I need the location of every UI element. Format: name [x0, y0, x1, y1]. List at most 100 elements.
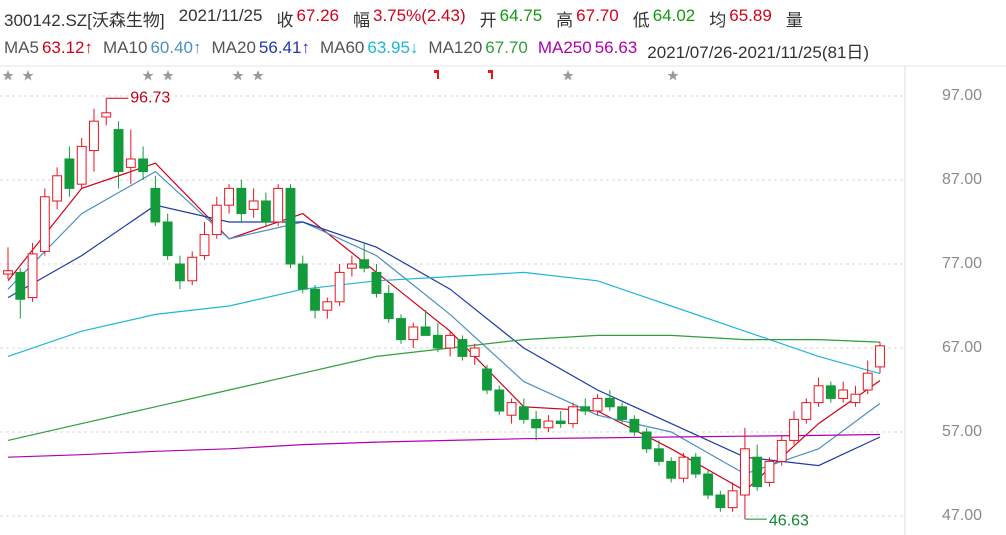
legend-entry: MA20 56.41↑ [211, 38, 309, 63]
candle-body [838, 389, 849, 399]
candle-body [678, 456, 689, 479]
quote-field: 均 65.89 [709, 6, 772, 31]
candle-body [113, 129, 124, 173]
legend-entry: MA10 60.40↑ [103, 38, 201, 63]
y-tick-label: 47.00 [942, 507, 982, 524]
legend-value: 60.40↑ [150, 38, 202, 57]
quote-field: 低 64.02 [633, 6, 696, 31]
stock-code: 300142.SZ[沃森生物] [4, 11, 165, 30]
candle-body [604, 397, 615, 408]
legend-value: 56.41↑ [258, 38, 310, 57]
quote-field: 幅 3.75%(2.43) [353, 6, 466, 31]
candle-body [297, 263, 308, 290]
quote-field-label: 量 [785, 11, 803, 30]
quote-field: 量 [786, 6, 803, 31]
candle-body [850, 393, 861, 404]
candle-body [543, 420, 554, 429]
candle-body [506, 402, 517, 416]
quote-field: 收 67.26 [276, 6, 339, 31]
candle-body [175, 263, 185, 282]
legend-entry: MA250 56.63 [538, 38, 637, 63]
quote-field-label: 高 [556, 11, 574, 30]
candle-body [555, 420, 566, 425]
candle-body [15, 271, 26, 300]
candle-body [371, 271, 382, 294]
candle-body [629, 418, 640, 433]
quote-field-value: 64.02 [652, 6, 696, 25]
candle-body [568, 406, 578, 425]
candle-body [150, 187, 161, 223]
legend-entry: MA120 67.70 [428, 38, 527, 63]
candle-body [322, 301, 333, 311]
candle-body [531, 418, 542, 429]
extreme-label: 96.73 [130, 89, 170, 106]
candle-body [862, 372, 873, 391]
legend-value: 67.70 [485, 38, 528, 57]
candle-body [776, 439, 787, 462]
candle-body [875, 345, 885, 368]
candle-body [715, 494, 726, 509]
candle-body [494, 389, 505, 412]
candle-body [518, 406, 529, 420]
candle-body [482, 368, 492, 391]
y-tick-label: 57.00 [942, 423, 982, 440]
candle-body [273, 187, 284, 223]
candle-body [752, 456, 763, 488]
ma-line [7, 162, 881, 492]
candle-body [727, 490, 738, 509]
event-markers [2, 70, 679, 81]
candle-body [125, 158, 136, 168]
ma-line [7, 204, 881, 467]
candle-body [89, 120, 99, 152]
y-tick-label: 77.00 [942, 255, 982, 272]
candle-body [310, 288, 320, 311]
candle-body [764, 460, 775, 483]
legend-value: 56.63 [594, 38, 638, 57]
quote-field-label: 开 [479, 11, 497, 30]
candle-body [420, 326, 431, 336]
legend-entry: MA5 63.12↑ [4, 38, 93, 63]
ma-line [7, 334, 881, 441]
candle-body [617, 406, 628, 420]
candle-body [248, 200, 259, 210]
legend-value: 63.12↑ [41, 38, 94, 57]
quote-field-value: 67.26 [296, 6, 339, 25]
candle-body [383, 292, 394, 320]
candle-body [64, 158, 75, 189]
candle-body [211, 204, 222, 236]
candle-body [162, 221, 173, 257]
quote-field-value: 64.75 [499, 6, 543, 25]
legend-name: MA10 [103, 38, 148, 57]
quote-field: 开 64.75 [480, 6, 543, 31]
candle-body [457, 339, 468, 357]
candle-body [641, 431, 652, 450]
quote-field-value: 67.70 [576, 6, 619, 25]
candle-body [3, 270, 13, 275]
legend-name: MA250 [537, 38, 592, 57]
candle-body [666, 460, 677, 479]
quote-field-label: 收 [276, 11, 294, 30]
candle-body [260, 200, 271, 223]
candle-body [469, 347, 480, 357]
candle-body [76, 145, 87, 185]
candle-body [334, 271, 345, 303]
candle-body [27, 253, 38, 299]
legend-name: MA5 [4, 38, 39, 57]
candle-body [592, 397, 603, 412]
legend-name: MA20 [211, 38, 256, 57]
candle-body [408, 326, 419, 341]
candle-body [285, 187, 296, 265]
quote-field-value: 3.75%(2.43) [373, 6, 466, 25]
quote-field-label: 幅 [353, 11, 370, 30]
quote-field: 高 67.70 [556, 6, 619, 31]
legend-entry: MA60 63.95↓ [320, 38, 418, 63]
candle-body [101, 112, 112, 118]
legend-name: MA120 [428, 38, 483, 57]
candle-body [825, 385, 836, 399]
extreme-label: 46.63 [769, 512, 809, 529]
date-range: 2021/07/26-2021/11/25(81日) [647, 43, 870, 62]
candle-body [236, 187, 247, 215]
candle-body [789, 418, 799, 441]
ma-legend: MA5 63.12↑ MA10 60.40↑ MA20 56.41↑ MA60 63.95↓ M… [4, 38, 869, 63]
